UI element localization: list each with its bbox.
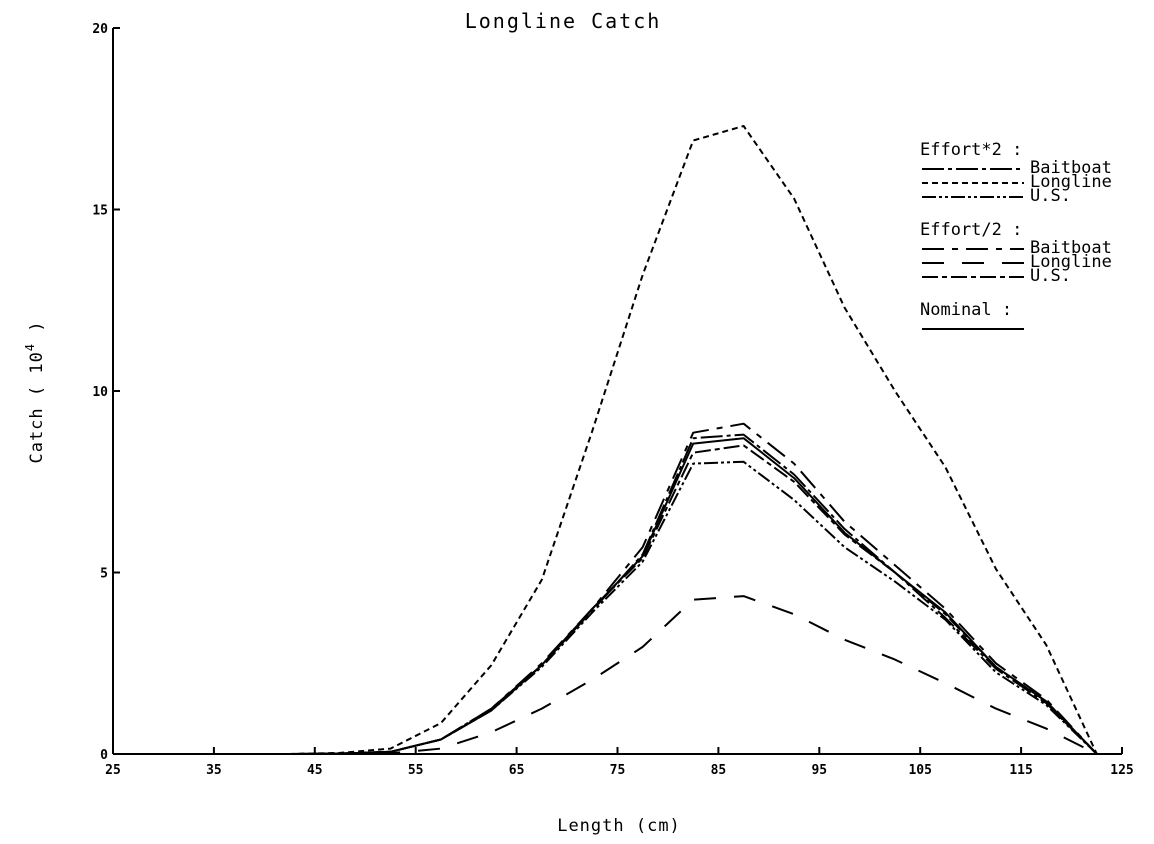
y-axis-title-suffix: ) [27,320,47,342]
y-tick-label: 15 [92,204,108,219]
y-tick-label: 0 [100,748,108,763]
y-axis-title-exponent: 4 [23,343,37,351]
legend-series-name: Baitboat [1030,158,1112,178]
y-tick-label: 20 [92,22,108,37]
x-tick-label: 75 [610,763,626,778]
x-tick-label: 45 [307,763,323,778]
x-tick-label: 55 [408,763,424,778]
legend-series-name: Longline [1030,172,1112,192]
x-tick-label: 125 [1110,763,1133,778]
axes: 25 35 45 55 65 75 85 95 105 115 125 0 5 10 15 20 [92,22,1133,778]
x-tick-label: 65 [509,763,525,778]
legend-series-name: U.S. [1030,186,1071,206]
x-tick-label: 85 [711,763,727,778]
y-ticks: 0 5 10 15 20 [92,22,120,763]
x-tick-label: 25 [105,763,121,778]
series-line [138,460,1098,755]
series-line [138,125,1098,755]
legend-series-name: Baitboat [1030,238,1112,258]
x-axis-title: Length (cm) [557,816,681,836]
x-tick-label: 115 [1009,763,1032,778]
legend-group-label: Nominal : [920,300,1012,320]
plot-lines [138,125,1098,755]
series-line [138,437,1098,755]
x-tick-label: 35 [206,763,222,778]
x-tick-label: 95 [811,763,827,778]
x-tick-label: 105 [908,763,931,778]
series-line [138,433,1098,755]
chart-title: Longline Catch [465,9,662,33]
legend-series-name: Longline [1030,252,1112,272]
y-tick-label: 5 [100,567,108,582]
series-line [138,444,1098,755]
y-axis-title-prefix: Catch ( 10 [27,351,47,463]
series-line [138,595,1098,755]
y-tick-label: 10 [92,385,108,400]
series-line [138,422,1098,755]
legend-series-name: U.S. [1030,266,1071,286]
x-ticks: 25 35 45 55 65 75 85 95 105 115 125 [105,747,1134,778]
legend-group-label: Effort*2 : [920,140,1022,160]
y-axis-title: Catch ( 104 ) [23,320,47,463]
legend-group-label: Effort/2 : [920,220,1022,240]
